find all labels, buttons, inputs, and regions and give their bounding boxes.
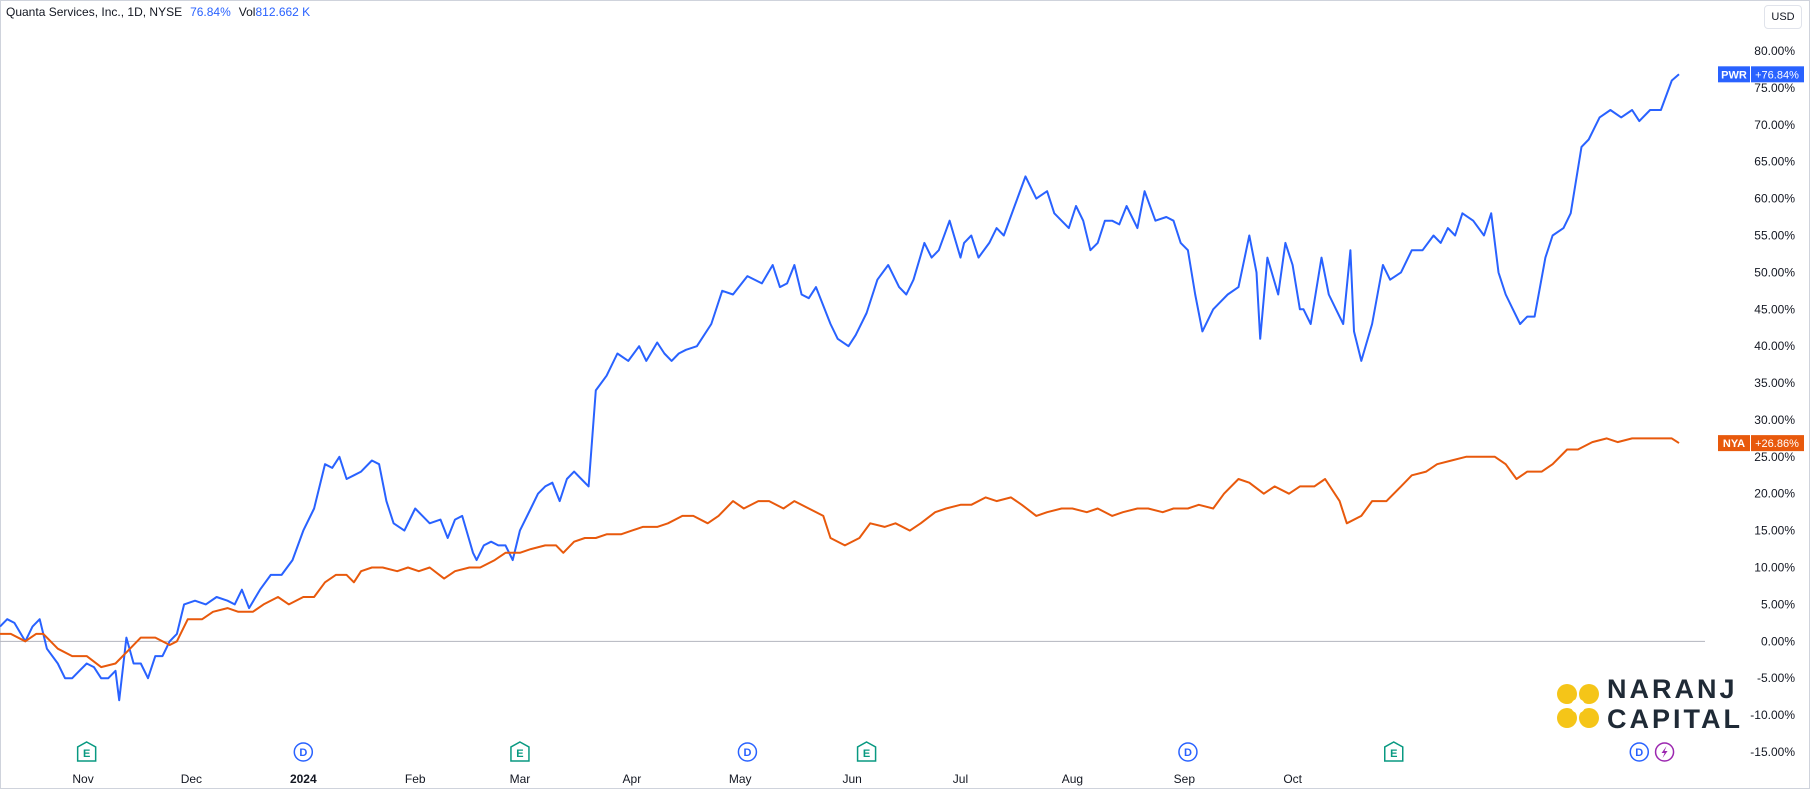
x-tick-label: Oct (1283, 772, 1302, 786)
x-tick-label: Jul (953, 772, 968, 786)
symbol-title[interactable]: Quanta Services, Inc., 1D, NYSE (6, 5, 183, 19)
earnings-marker[interactable]: E (856, 741, 877, 762)
tag-value-bg (1751, 66, 1804, 83)
tag-series-value: +76.84% (1755, 69, 1799, 81)
x-tick-label: Feb (405, 772, 426, 786)
y-tick-label: 25.00% (1754, 450, 1795, 464)
time-axis[interactable]: Nov Dec 2024 Feb Mar Apr May Jun Jul Aug Sep Oct (72, 772, 1302, 786)
dividend-glyph: D (1635, 747, 1643, 759)
y-tick-label: 45.00% (1754, 302, 1795, 316)
dividend-glyph: D (1184, 747, 1192, 759)
y-tick-label: 55.00% (1754, 228, 1795, 242)
price-axis[interactable]: 80.00% 75.00% 70.00% 65.00% 60.00% 55.00% 50.0… (1750, 44, 1795, 759)
earnings-glyph: E (1390, 748, 1397, 760)
last-value-tag-pwr: PWR +76.84% (1718, 66, 1804, 83)
earnings-marker[interactable]: E (510, 741, 530, 762)
x-tick-label: Sep (1174, 772, 1196, 786)
y-tick-label: -15.00% (1750, 745, 1795, 759)
lightning-icon (1661, 746, 1668, 758)
earnings-marker[interactable]: E (1384, 741, 1404, 762)
logo-mark-icon (1557, 684, 1599, 728)
y-tick-label: -10.00% (1750, 708, 1795, 722)
y-tick-label: 65.00% (1754, 155, 1795, 169)
y-tick-label: 40.00% (1754, 339, 1795, 353)
dividend-marker[interactable]: D (737, 742, 758, 762)
tag-value-bg (1751, 435, 1804, 452)
dividend-glyph: D (743, 747, 751, 759)
dividend-marker[interactable]: D (1629, 742, 1650, 762)
y-tick-label: 50.00% (1754, 265, 1795, 279)
y-tick-label: 30.00% (1754, 413, 1795, 427)
x-tick-label: Aug (1062, 772, 1083, 786)
y-tick-label: 75.00% (1754, 81, 1795, 95)
last-value-tag-nya: NYA +26.86% (1718, 435, 1804, 452)
earnings-marker[interactable]: E (76, 741, 97, 762)
tag-series-name: NYA (1723, 438, 1745, 450)
y-tick-label: -5.00% (1757, 671, 1795, 685)
series-line-pwr (0, 73, 1680, 702)
earnings-glyph: E (83, 748, 90, 760)
currency-button[interactable]: USD (1764, 5, 1802, 29)
y-tick-label: 5.00% (1761, 597, 1795, 611)
dividend-icon (1629, 742, 1650, 762)
y-tick-label: 80.00% (1754, 44, 1795, 58)
x-tick-label: Nov (72, 772, 93, 786)
dividend-marker[interactable]: D (293, 742, 314, 762)
earnings-glyph: E (863, 748, 870, 760)
split-marker[interactable] (1654, 742, 1675, 762)
dividend-icon (293, 742, 314, 762)
x-tick-label: Mar (510, 772, 531, 786)
volume-value: 812.662 K (255, 5, 311, 19)
earnings-icon (76, 741, 97, 762)
earnings-icon (510, 741, 530, 762)
y-tick-label: 70.00% (1754, 118, 1795, 132)
logo-word-line1: NARANJ (1607, 674, 1738, 704)
x-tick-label: Apr (623, 772, 642, 786)
tag-series-name: PWR (1721, 69, 1747, 81)
tag-series-value: +26.86% (1755, 438, 1799, 450)
y-tick-label: 35.00% (1754, 376, 1795, 390)
earnings-icon (856, 741, 877, 762)
y-tick-label: 20.00% (1754, 487, 1795, 501)
last-value-tags: PWR +76.84% NYA +26.86% (1718, 66, 1804, 452)
earnings-icon (1384, 741, 1404, 762)
x-tick-label: Dec (181, 772, 202, 786)
y-tick-label: 15.00% (1754, 524, 1795, 538)
earnings-glyph: E (516, 748, 523, 760)
volume-label: Vol (238, 5, 256, 19)
chart-header: Quanta Services, Inc., 1D, NYSE 76.84% Vol… (6, 5, 310, 19)
dividend-icon (1178, 742, 1198, 762)
change-percent: 76.84% (190, 5, 231, 19)
tag-name-bg (1718, 435, 1750, 452)
x-tick-label: Jun (842, 772, 861, 786)
dividend-glyph: D (299, 747, 307, 759)
naranj-capital-logo: NARANJ CAPITAL (1555, 673, 1755, 735)
dividend-icon (737, 742, 758, 762)
y-tick-label: 0.00% (1761, 634, 1795, 648)
x-tick-label: May (729, 772, 752, 786)
tag-name-bg (1718, 66, 1750, 83)
x-tick-label: 2024 (290, 772, 317, 786)
y-tick-label: 10.00% (1754, 561, 1795, 575)
y-tick-label: 60.00% (1754, 192, 1795, 206)
series-line-nya (0, 437, 1680, 669)
dividend-marker[interactable]: D (1178, 742, 1198, 762)
logo-word-line2: CAPITAL (1607, 704, 1743, 734)
